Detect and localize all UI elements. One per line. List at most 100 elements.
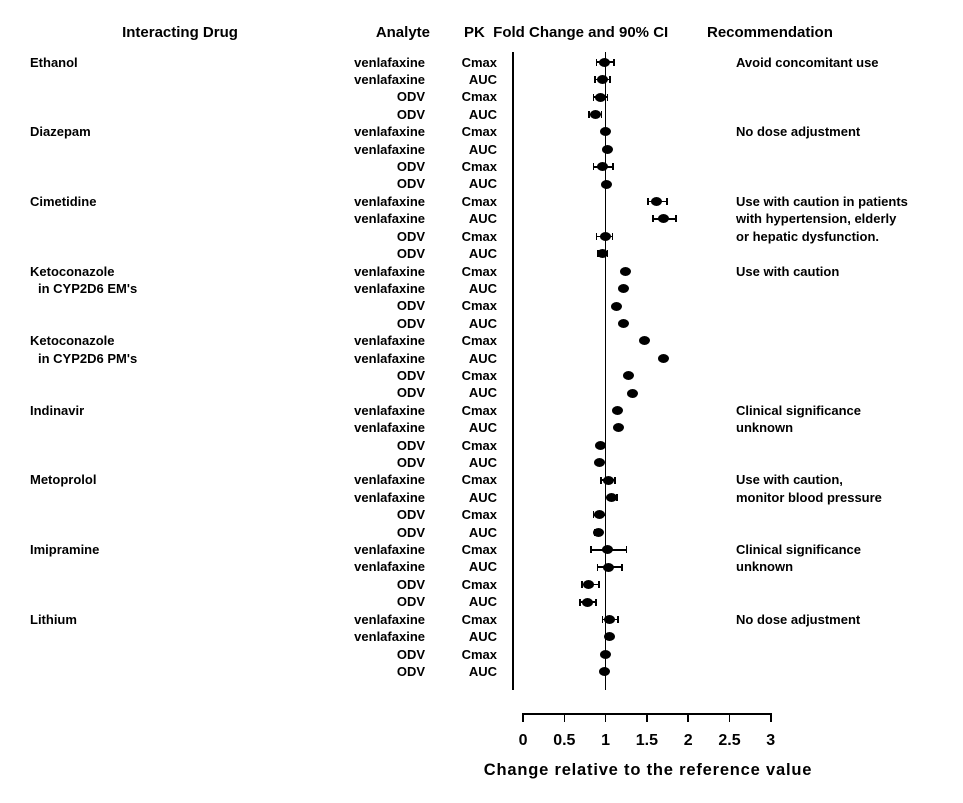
confidence-interval-cap: [617, 615, 619, 623]
column-header-analyte: Analyte: [375, 24, 430, 41]
analyte-label: venlafaxine: [354, 141, 425, 157]
analyte-label: venlafaxine: [354, 54, 425, 70]
pk-parameter-label: Cmax: [461, 402, 497, 418]
x-axis-tick-label: 2.5: [718, 732, 741, 749]
confidence-interval-cap: [580, 581, 583, 589]
table-row: venlafaxine AUC unknown: [0, 419, 963, 436]
confidence-interval-cap: [647, 198, 649, 206]
point-estimate-marker: [605, 493, 617, 503]
recommendation-text: with hypertension, elderly: [736, 211, 897, 227]
analyte-label: venlafaxine: [354, 72, 425, 87]
pk-parameter-label: AUC: [468, 246, 497, 262]
table-row: ODV AUC: [0, 384, 963, 401]
pk-parameter-label: AUC: [468, 489, 497, 505]
table-row: ODV AUC: [0, 524, 963, 541]
x-axis-tick: [522, 713, 524, 722]
recommendation-text: No dose adjustment: [736, 611, 861, 627]
pk-parameter-label: AUC: [468, 72, 497, 87]
drug-label: Ethanol: [30, 54, 78, 70]
analyte-label: ODV: [396, 315, 425, 331]
point-estimate-marker: [590, 110, 602, 120]
analyte-label: venlafaxine: [354, 193, 425, 209]
pk-parameter-label: AUC: [468, 176, 497, 192]
point-estimate-marker: [582, 580, 594, 590]
table-row: ODV AUC: [0, 454, 963, 471]
drug-label-line2: in CYP2D6 EM's: [38, 280, 138, 296]
point-estimate-marker: [593, 510, 605, 520]
drug-label: Lithium: [30, 611, 77, 627]
pk-parameter-label: Cmax: [461, 576, 497, 592]
pk-parameter-label: AUC: [468, 280, 497, 296]
x-axis-tick: [604, 713, 607, 722]
confidence-interval-cap: [590, 546, 592, 554]
x-axis-title: Change relative to the reference value: [483, 761, 813, 779]
column-header-pk-fold-change: PK Fold Change and 90% CI: [464, 24, 669, 41]
confidence-interval-cap: [665, 198, 668, 206]
analyte-label: ODV: [396, 159, 425, 175]
reference-line: [604, 52, 607, 690]
table-row: ODV Cmax or hepatic dysfunction.: [0, 228, 963, 245]
confidence-interval-cap: [613, 476, 616, 484]
pk-parameter-label: AUC: [468, 211, 497, 227]
point-estimate-marker: [595, 440, 607, 450]
drug-label: Ketoconazole: [30, 333, 115, 349]
point-estimate-marker: [610, 301, 622, 311]
table-row: ODV Cmax: [0, 297, 963, 314]
point-estimate-marker: [639, 336, 650, 346]
drug-label-line2: in CYP2D6 PM's: [38, 350, 138, 366]
table-row: ODV Cmax: [0, 646, 963, 663]
analyte-label: ODV: [396, 385, 425, 401]
table-row: ODV Cmax: [0, 576, 963, 593]
analyte-label: venlafaxine: [354, 472, 425, 488]
confidence-interval-cap: [588, 111, 590, 119]
point-estimate-marker: [582, 597, 594, 607]
analyte-label: venlafaxine: [354, 420, 425, 436]
pk-parameter-label: AUC: [468, 315, 497, 331]
point-estimate-marker: [651, 197, 663, 207]
confidence-interval-cap: [613, 58, 615, 66]
point-estimate-marker: [603, 562, 615, 572]
analyte-label: ODV: [396, 455, 425, 471]
table-row: in CYP2D6 EM's venlafaxine AUC: [0, 280, 963, 297]
point-estimate-marker: [657, 214, 669, 224]
recommendation-text: No dose adjustment: [736, 124, 861, 140]
analyte-label: ODV: [396, 228, 425, 244]
pk-parameter-label: Cmax: [461, 54, 497, 70]
table-row: ODV AUC: [0, 245, 963, 262]
analyte-label: ODV: [396, 576, 425, 592]
confidence-interval-cap: [601, 615, 604, 623]
table-row: venlafaxine AUC monitor blood pressure: [0, 489, 963, 506]
analyte-label: venlafaxine: [354, 333, 425, 349]
analyte-label: ODV: [396, 646, 425, 662]
confidence-interval-cap: [621, 563, 623, 571]
recommendation-text: unknown: [736, 420, 794, 436]
confidence-interval-cap: [600, 111, 603, 119]
table-row: ODV AUC: [0, 663, 963, 680]
x-axis-tick-label: 2: [683, 732, 693, 749]
point-estimate-marker: [601, 179, 613, 189]
table-row: venlafaxine AUC unknown: [0, 558, 963, 575]
recommendation-text: Use with caution: [736, 263, 840, 279]
analyte-label: venlafaxine: [354, 211, 425, 227]
table-row: ODV AUC: [0, 106, 963, 123]
point-estimate-marker: [604, 614, 616, 624]
recommendation-text: Use with caution,: [736, 472, 843, 488]
drug-label: Diazepam: [30, 124, 91, 140]
x-axis-tick-label: 1: [601, 732, 611, 749]
analyte-label: ODV: [396, 663, 425, 679]
point-estimate-marker: [657, 353, 669, 363]
point-estimate-marker: [596, 75, 608, 85]
confidence-interval-cap: [596, 563, 599, 571]
confidence-interval-cap: [675, 215, 677, 223]
x-axis-tick: [646, 713, 648, 722]
x-axis-tick: [728, 713, 731, 722]
pk-parameter-label: Cmax: [461, 333, 497, 349]
table-row: Indinavir venlafaxine Cmax Clinical signifi…: [0, 402, 963, 419]
analyte-label: venlafaxine: [354, 629, 425, 645]
pk-parameter-label: Cmax: [461, 263, 497, 279]
column-header-interacting-drug: Interacting Drug: [122, 24, 238, 41]
confidence-interval-cap: [611, 232, 614, 240]
analyte-label: ODV: [396, 367, 425, 383]
drug-label: Imipramine: [30, 542, 100, 558]
analyte-label: venlafaxine: [354, 402, 425, 418]
